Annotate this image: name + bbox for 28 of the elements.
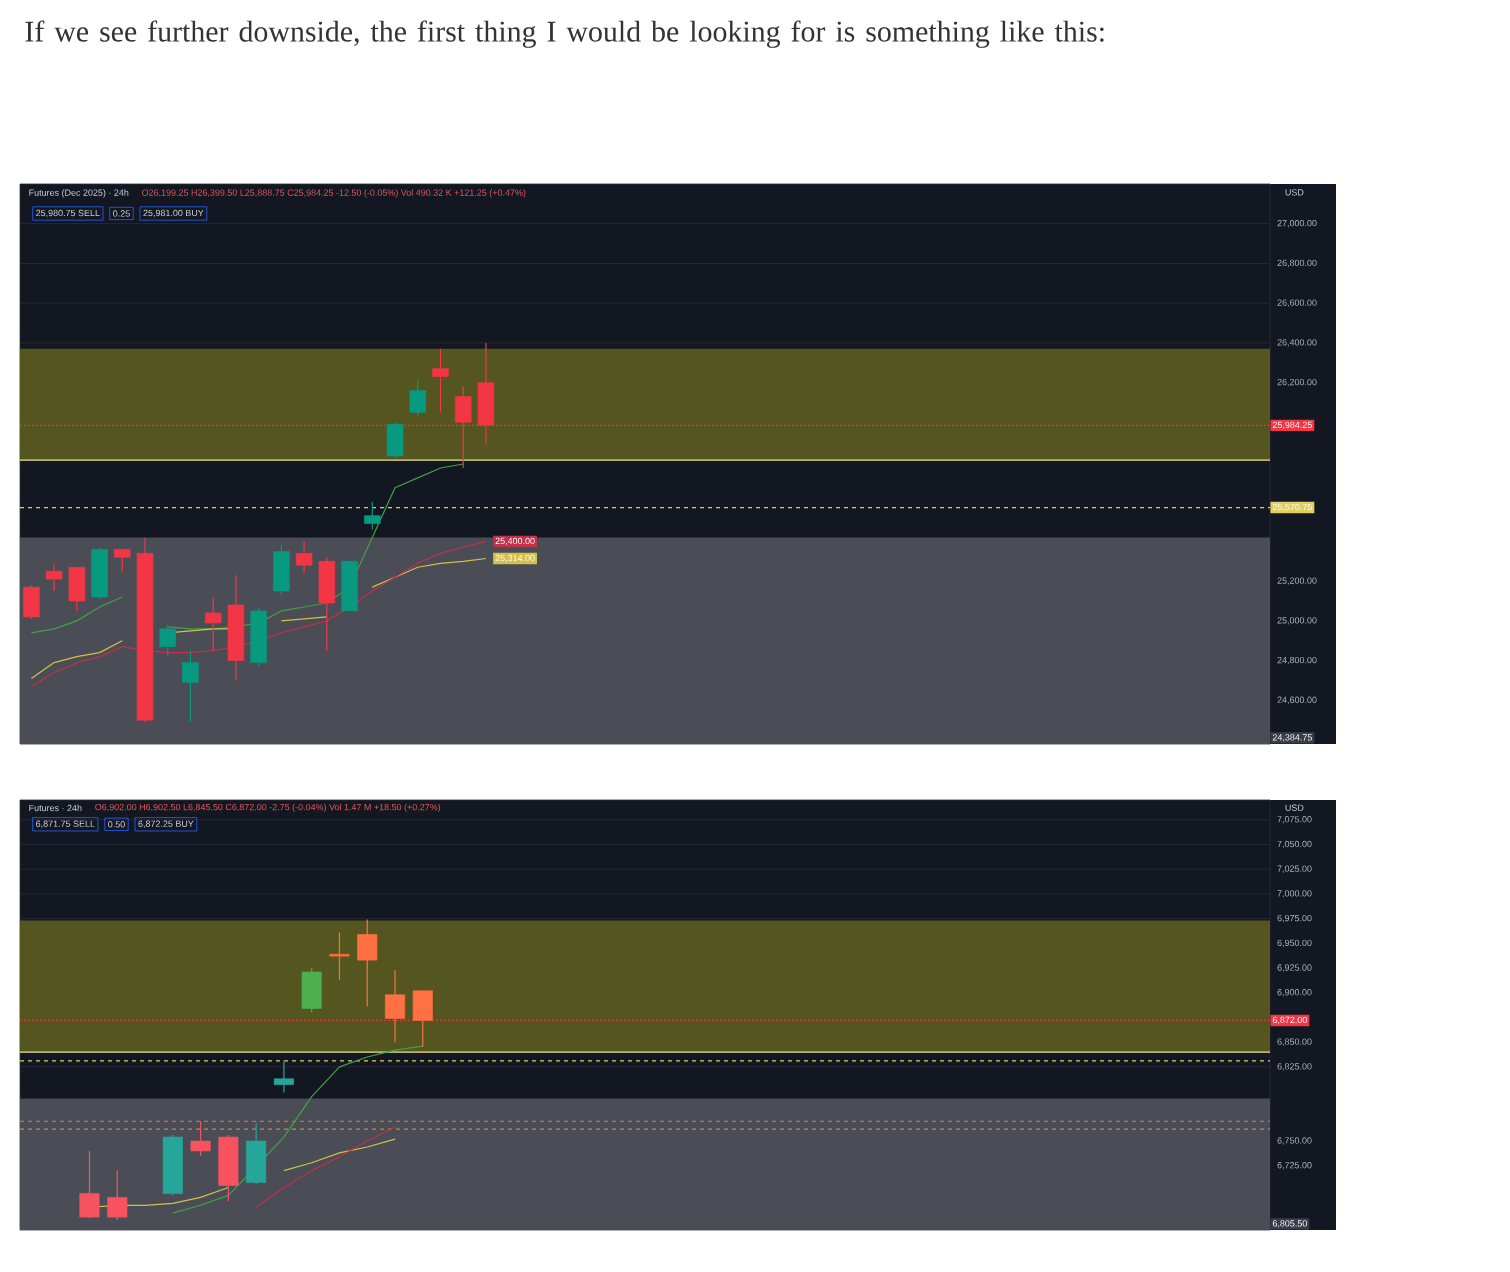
line-series [172, 1045, 424, 1214]
candlestick [273, 544, 290, 596]
candlestick [91, 546, 108, 600]
candlestick [329, 931, 350, 981]
candlestick [384, 969, 406, 1043]
candlestick [68, 566, 86, 612]
candlestick [190, 1120, 211, 1157]
candlestick [412, 989, 433, 1048]
candlestick [409, 379, 426, 417]
candlestick [159, 624, 176, 658]
candlestick [301, 967, 322, 1014]
candlestick [114, 548, 131, 572]
candlestick [107, 1170, 128, 1221]
candlestick [273, 1060, 294, 1094]
candlestick [364, 501, 381, 531]
candlestick [79, 1150, 100, 1219]
candlestick [204, 596, 222, 652]
candlestick [23, 584, 40, 620]
candlestick [386, 421, 404, 459]
candlestick [318, 556, 336, 652]
line-series [255, 1126, 396, 1208]
candlestick [182, 650, 199, 723]
candlestick [295, 540, 313, 574]
candlestick [432, 348, 449, 413]
candlestick [357, 919, 378, 1008]
candlestick [45, 562, 63, 592]
candlestick [246, 1122, 267, 1186]
text: If we see further downside, the first thing I would be looking for is something like this: [25, 20, 1104, 48]
